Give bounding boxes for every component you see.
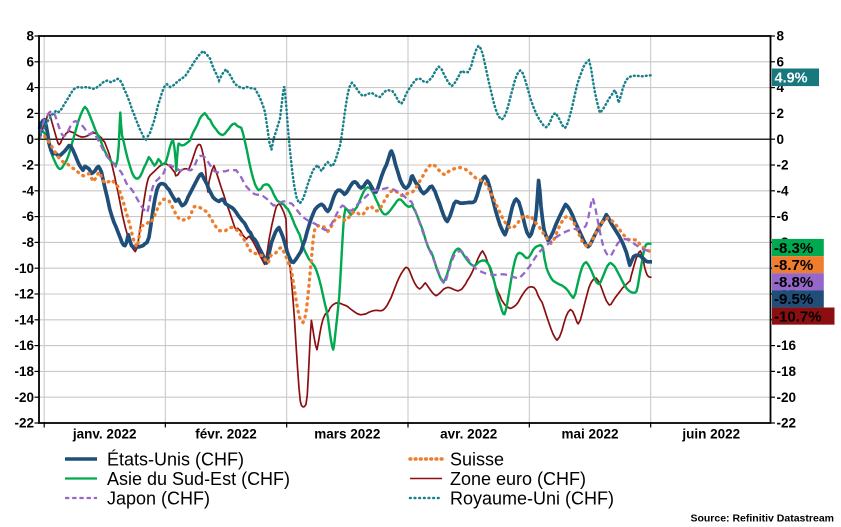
svg-text:-8.8%: -8.8% [774,274,813,291]
svg-text:avr. 2022: avr. 2022 [440,427,497,442]
svg-text:8: 8 [777,29,785,44]
svg-text:-8.7%: -8.7% [774,257,813,274]
svg-text:-4: -4 [777,183,789,198]
svg-text:févr. 2022: févr. 2022 [195,427,257,442]
svg-text:juin 2022: juin 2022 [681,427,740,442]
svg-text:-20: -20 [14,390,34,405]
svg-text:mars 2022: mars 2022 [314,427,380,442]
svg-text:0: 0 [777,132,785,147]
svg-text:8: 8 [26,29,34,44]
svg-text:4: 4 [26,80,34,95]
svg-text:-16: -16 [777,338,797,353]
svg-text:-20: -20 [777,390,797,405]
svg-text:-6: -6 [777,209,789,224]
svg-text:6: 6 [777,54,785,69]
svg-text:-10: -10 [14,261,34,276]
svg-text:4.9%: 4.9% [775,71,808,87]
svg-text:4: 4 [777,80,785,95]
svg-text:-10.7%: -10.7% [774,308,822,325]
svg-text:0: 0 [26,132,34,147]
svg-text:Asie du Sud-Est (CHF): Asie du Sud-Est (CHF) [107,469,290,489]
svg-text:-6: -6 [22,209,34,224]
svg-text:Source: Refinitiv Datastream: Source: Refinitiv Datastream [690,513,834,525]
svg-text:-9.5%: -9.5% [774,291,813,308]
svg-text:-8: -8 [22,235,34,250]
svg-text:-16: -16 [14,338,34,353]
svg-text:-8.3%: -8.3% [774,240,813,257]
svg-text:-18: -18 [14,364,34,379]
svg-text:-18: -18 [777,364,797,379]
svg-text:2: 2 [777,106,785,121]
svg-text:6: 6 [26,54,34,69]
svg-text:-4: -4 [22,183,34,198]
svg-text:Zone euro (CHF): Zone euro (CHF) [450,469,586,489]
svg-text:mai 2022: mai 2022 [561,427,618,442]
svg-text:Japon (CHF): Japon (CHF) [107,488,210,508]
svg-text:Suisse: Suisse [450,449,504,469]
svg-text:-14: -14 [14,312,34,327]
svg-text:-2: -2 [22,158,34,173]
svg-text:-22: -22 [14,416,34,431]
svg-text:-22: -22 [777,416,797,431]
svg-text:-12: -12 [14,287,34,302]
svg-text:Royaume-Uni (CHF): Royaume-Uni (CHF) [450,488,614,508]
svg-text:2: 2 [26,106,34,121]
svg-text:janv. 2022: janv. 2022 [72,427,137,442]
svg-text:États-Unis (CHF): États-Unis (CHF) [107,449,244,469]
svg-text:-2: -2 [777,158,789,173]
